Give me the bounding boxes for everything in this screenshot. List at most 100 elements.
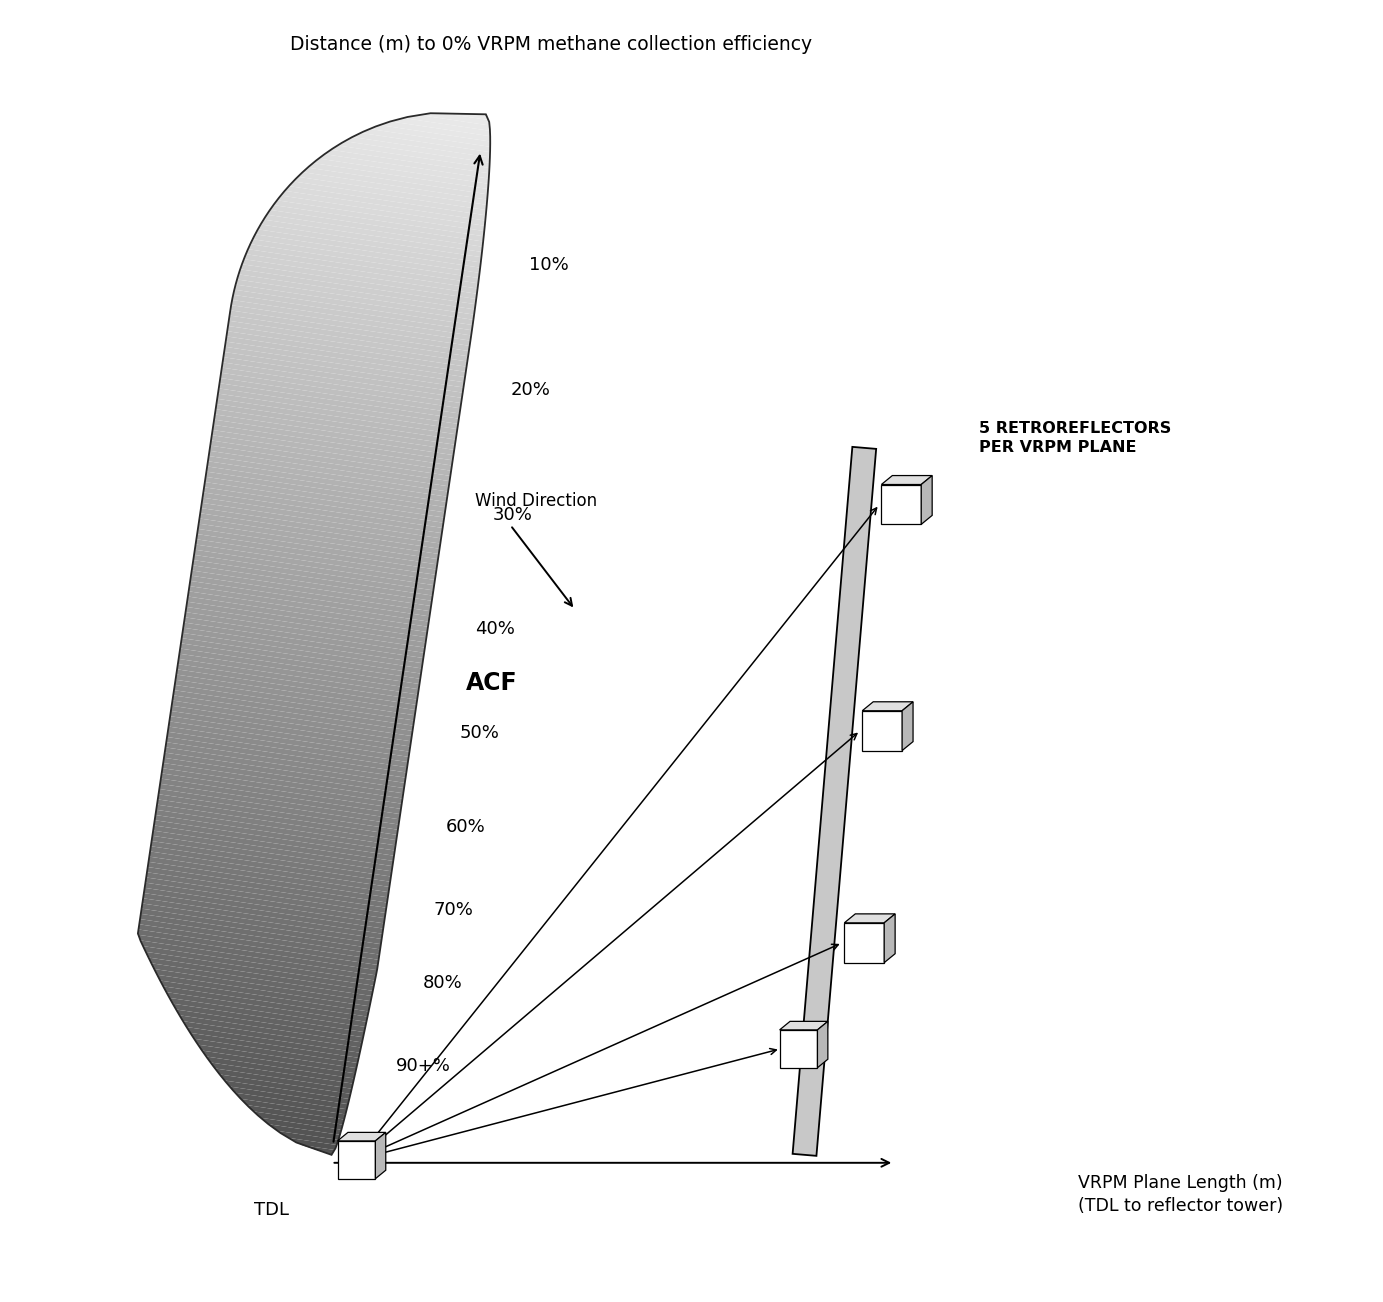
Polygon shape xyxy=(219,383,459,424)
Polygon shape xyxy=(792,447,877,1156)
Polygon shape xyxy=(166,992,366,1027)
Polygon shape xyxy=(154,825,393,866)
Polygon shape xyxy=(173,690,414,730)
Polygon shape xyxy=(337,1133,386,1141)
Polygon shape xyxy=(884,914,895,962)
Polygon shape xyxy=(235,280,474,320)
Polygon shape xyxy=(209,445,449,487)
Polygon shape xyxy=(183,622,423,663)
Polygon shape xyxy=(337,141,490,168)
Polygon shape xyxy=(921,475,932,525)
Polygon shape xyxy=(902,702,913,750)
Polygon shape xyxy=(213,419,454,461)
Polygon shape xyxy=(188,591,427,631)
Polygon shape xyxy=(158,794,398,835)
Polygon shape xyxy=(862,711,902,750)
Polygon shape xyxy=(438,112,488,120)
Polygon shape xyxy=(205,477,445,517)
Polygon shape xyxy=(281,191,485,225)
Polygon shape xyxy=(318,154,488,184)
Polygon shape xyxy=(192,560,433,600)
Polygon shape xyxy=(165,747,405,788)
Polygon shape xyxy=(141,909,380,949)
Polygon shape xyxy=(195,544,434,585)
Polygon shape xyxy=(230,1087,349,1109)
Polygon shape xyxy=(195,539,436,579)
Polygon shape xyxy=(325,150,490,178)
Polygon shape xyxy=(188,586,429,626)
Polygon shape xyxy=(361,129,490,152)
Polygon shape xyxy=(225,341,465,383)
Polygon shape xyxy=(158,975,369,1012)
Polygon shape xyxy=(254,229,481,268)
Polygon shape xyxy=(176,1009,364,1043)
Polygon shape xyxy=(152,836,391,876)
Polygon shape xyxy=(260,1117,342,1135)
Polygon shape xyxy=(141,904,382,944)
Polygon shape xyxy=(201,503,441,543)
Polygon shape xyxy=(274,201,484,236)
Polygon shape xyxy=(159,784,400,824)
Polygon shape xyxy=(140,914,380,954)
Polygon shape xyxy=(174,685,414,725)
Polygon shape xyxy=(214,409,455,450)
Polygon shape xyxy=(173,1004,364,1038)
Polygon shape xyxy=(142,898,383,939)
Polygon shape xyxy=(174,680,415,720)
Polygon shape xyxy=(165,753,404,793)
Polygon shape xyxy=(189,581,430,621)
Polygon shape xyxy=(210,1062,353,1088)
Polygon shape xyxy=(187,602,426,642)
Polygon shape xyxy=(155,810,396,850)
Polygon shape xyxy=(214,1069,351,1094)
Text: 20%: 20% xyxy=(510,380,550,398)
Polygon shape xyxy=(178,654,419,694)
Polygon shape xyxy=(224,346,465,388)
Polygon shape xyxy=(289,181,487,215)
Polygon shape xyxy=(234,289,473,331)
Text: 70%: 70% xyxy=(434,901,473,919)
Polygon shape xyxy=(206,466,447,508)
Polygon shape xyxy=(344,137,490,163)
Polygon shape xyxy=(184,617,425,658)
Polygon shape xyxy=(163,987,368,1022)
Polygon shape xyxy=(183,1021,361,1053)
Polygon shape xyxy=(267,210,483,247)
Text: 80%: 80% xyxy=(423,974,463,992)
Text: 50%: 50% xyxy=(461,724,499,742)
Polygon shape xyxy=(241,1099,346,1120)
Polygon shape xyxy=(216,404,456,445)
Polygon shape xyxy=(166,742,405,783)
Polygon shape xyxy=(196,534,437,574)
Text: 10%: 10% xyxy=(530,256,570,273)
Polygon shape xyxy=(216,398,456,440)
Text: 5 RETROREFLECTORS
PER VRPM PLANE: 5 RETROREFLECTORS PER VRPM PLANE xyxy=(979,421,1171,456)
Polygon shape xyxy=(379,121,490,142)
Polygon shape xyxy=(234,285,473,326)
Polygon shape xyxy=(207,461,447,503)
Polygon shape xyxy=(227,326,467,367)
Polygon shape xyxy=(177,664,418,704)
Polygon shape xyxy=(264,215,483,253)
Polygon shape xyxy=(214,414,454,456)
Polygon shape xyxy=(191,570,431,611)
Polygon shape xyxy=(138,924,379,965)
Polygon shape xyxy=(297,172,487,204)
Polygon shape xyxy=(176,669,416,710)
Polygon shape xyxy=(270,206,484,241)
Polygon shape xyxy=(181,633,422,673)
Polygon shape xyxy=(250,240,480,279)
Polygon shape xyxy=(149,852,390,892)
Polygon shape xyxy=(206,1056,354,1083)
Polygon shape xyxy=(176,674,416,715)
Polygon shape xyxy=(202,497,443,538)
Polygon shape xyxy=(213,424,452,466)
Polygon shape xyxy=(228,320,467,362)
Polygon shape xyxy=(171,700,412,741)
Polygon shape xyxy=(210,440,451,482)
Polygon shape xyxy=(148,857,389,897)
Polygon shape xyxy=(219,388,458,430)
Text: 30%: 30% xyxy=(492,505,532,523)
Polygon shape xyxy=(185,612,425,652)
Polygon shape xyxy=(232,294,472,336)
